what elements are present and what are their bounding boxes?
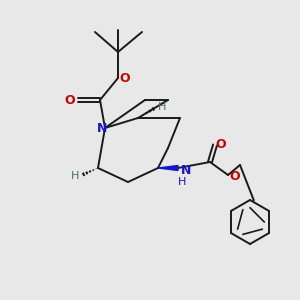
Text: O: O <box>120 71 130 85</box>
Text: O: O <box>216 137 226 151</box>
Text: H: H <box>71 171 79 181</box>
Text: H: H <box>158 102 166 112</box>
Text: O: O <box>230 169 240 182</box>
Text: H: H <box>178 177 186 187</box>
Text: N: N <box>97 122 107 136</box>
Text: O: O <box>65 94 75 106</box>
Text: N: N <box>181 164 191 178</box>
Polygon shape <box>158 166 178 170</box>
